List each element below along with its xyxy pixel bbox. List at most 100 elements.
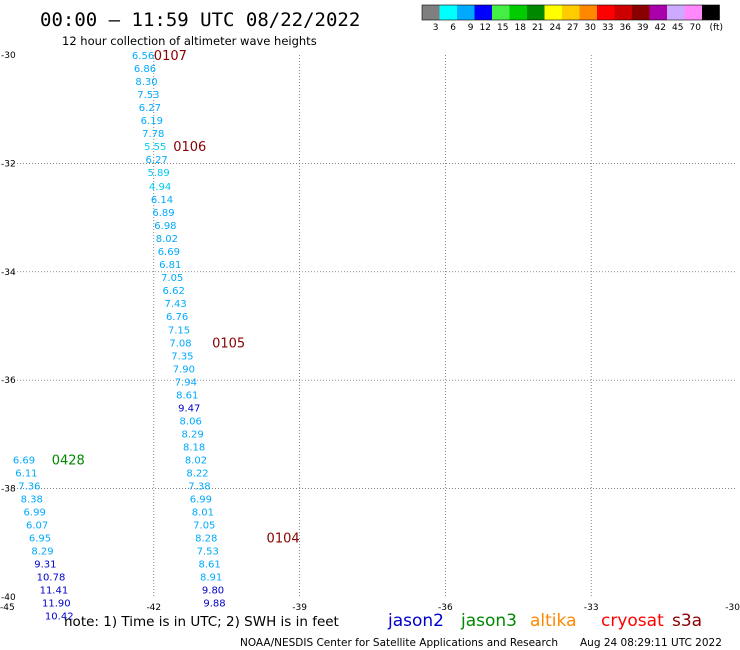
swh-value: 7.78 [142, 129, 164, 140]
legend-swatch [492, 5, 510, 20]
swh-value: 5.89 [147, 168, 169, 179]
swh-value: 9.88 [203, 598, 225, 609]
legend-swatch [667, 5, 685, 20]
legend-swatch [439, 5, 457, 20]
orbit-number-label: 0105 [212, 336, 245, 351]
lat-tick-label: -40 [1, 593, 16, 603]
lon-tick-label: -42 [146, 603, 161, 613]
swh-value: 6.69 [158, 247, 180, 258]
swh-value: 7.08 [169, 338, 191, 349]
swh-value: 6.27 [146, 155, 168, 166]
legend-label: 6 [450, 23, 456, 33]
color-scale-legend: 3 6 9 12 15 18 21 24 27 30 33 36 39 42 45 70 (ft) [421, 4, 724, 33]
legend-swatch [649, 5, 667, 20]
lat-tick-label: -34 [1, 268, 16, 278]
legend-label: 30 [585, 23, 597, 33]
footer-timestamp: Aug 24 08:29:11 UTC 2022 [580, 637, 722, 649]
legend-swatch [422, 5, 440, 20]
lat-tick-label: -30 [1, 51, 16, 61]
swh-value: 6.07 [26, 520, 48, 531]
swh-value: 6.99 [190, 494, 212, 505]
orbit-number-label: 0428 [52, 453, 85, 468]
swh-value: 7.05 [161, 273, 183, 284]
track-cryosat: 6.56 6.86 8.30 7.53 6.27 6.19 7.78 5.55 6.27 5.89… [132, 51, 226, 609]
swh-value: 7.38 [188, 481, 210, 492]
swh-value: 7.15 [168, 325, 190, 336]
legend-swatch [562, 5, 580, 20]
swh-value: 8.30 [135, 77, 157, 88]
lon-tick-label: -33 [584, 603, 599, 613]
swh-value: 6.99 [24, 507, 46, 518]
legend-label: 21 [532, 23, 543, 33]
legend-swatch [632, 5, 650, 20]
orbit-number-label: 0107 [154, 49, 187, 64]
swh-value: 6.27 [139, 103, 161, 114]
swh-value: 8.38 [21, 494, 43, 505]
lon-tick-label: -45 [0, 603, 15, 613]
track-jason3: 6.69 6.11 7.36 8.38 6.99 6.07 6.95 8.29 9.31 10.7… [13, 455, 74, 622]
legend-swatch [684, 5, 702, 20]
orbit-labels: 0107 0106 0105 0428 0104 [52, 49, 300, 546]
lon-tick-label: -39 [292, 603, 307, 613]
legend-label: 15 [497, 23, 508, 33]
legend-swatch [509, 5, 527, 20]
legend-label: 18 [515, 23, 527, 33]
swh-value: 6.19 [141, 116, 163, 127]
swh-value: 7.53 [137, 90, 159, 101]
satellite-jason3: jason3 [460, 611, 517, 631]
swh-value: 8.91 [200, 572, 222, 583]
legend-label: 12 [480, 23, 491, 33]
legend-label: 33 [602, 23, 613, 33]
swh-value: 7.94 [175, 377, 197, 388]
swh-value: 11.90 [42, 598, 71, 609]
satellite-s3a: s3a [672, 611, 702, 631]
legend-unit: (ft) [710, 23, 724, 33]
satellite-cryosat: cryosat [601, 611, 664, 631]
swh-value: 6.98 [154, 221, 176, 232]
orbit-number-label: 0106 [173, 140, 206, 155]
swh-value: 8.06 [180, 416, 202, 427]
swh-value: 7.53 [197, 546, 219, 557]
swh-value: 8.02 [185, 455, 207, 466]
satellite-legend: jason2 jason3 altika cryosat s3a [387, 611, 702, 631]
altimeter-tracks: 6.56 6.86 8.30 7.53 6.27 6.19 7.78 5.55 6.27 5.89… [13, 51, 226, 622]
swh-value: 8.61 [176, 390, 198, 401]
map-title: 00:00 – 11:59 UTC 08/22/2022 [40, 9, 360, 31]
swh-value: 8.01 [192, 507, 214, 518]
swh-value: 6.14 [151, 195, 173, 206]
swh-value: 8.02 [156, 234, 178, 245]
legend-label: 70 [690, 23, 702, 33]
swh-value: 8.61 [199, 559, 221, 570]
satellite-jason2: jason2 [387, 611, 444, 631]
swh-value: 7.90 [173, 364, 195, 375]
swh-value: 5.55 [144, 142, 166, 153]
legend-label: 9 [468, 23, 474, 33]
legend-label: 24 [550, 23, 562, 33]
units-note: note: 1) Time is in UTC; 2) SWH is in fe… [64, 614, 339, 630]
map-subtitle: 12 hour collection of altimeter wave hei… [62, 34, 317, 48]
legend-label: 45 [672, 23, 683, 33]
satellite-altika: altika [530, 611, 577, 631]
legend-swatch [614, 5, 632, 20]
swh-value: 6.95 [29, 533, 51, 544]
lat-tick-label: -38 [1, 485, 16, 495]
legend-label: 27 [567, 23, 578, 33]
legend-label: 3 [433, 23, 439, 33]
swh-value: 10.42 [45, 611, 74, 622]
swh-value: 6.62 [163, 286, 185, 297]
swh-value: 8.18 [183, 442, 205, 453]
swh-value: 7.36 [18, 481, 40, 492]
legend-label: 36 [620, 23, 632, 33]
swh-value: 6.86 [134, 64, 156, 75]
swh-value: 6.69 [13, 455, 35, 466]
swh-value: 4.94 [149, 182, 171, 193]
axis-tick-labels: -30 -32 -34 -36 -38 -40-45 -42 -39 -36 -33 -30 [0, 51, 740, 613]
swh-value: 8.28 [195, 533, 217, 544]
legend-swatch [597, 5, 615, 20]
lat-tick-label: -36 [1, 376, 16, 386]
swh-value: 11.41 [40, 585, 69, 596]
legend-label: 39 [637, 23, 649, 33]
lat-tick-label: -32 [1, 159, 16, 169]
legend-frame [421, 4, 720, 21]
